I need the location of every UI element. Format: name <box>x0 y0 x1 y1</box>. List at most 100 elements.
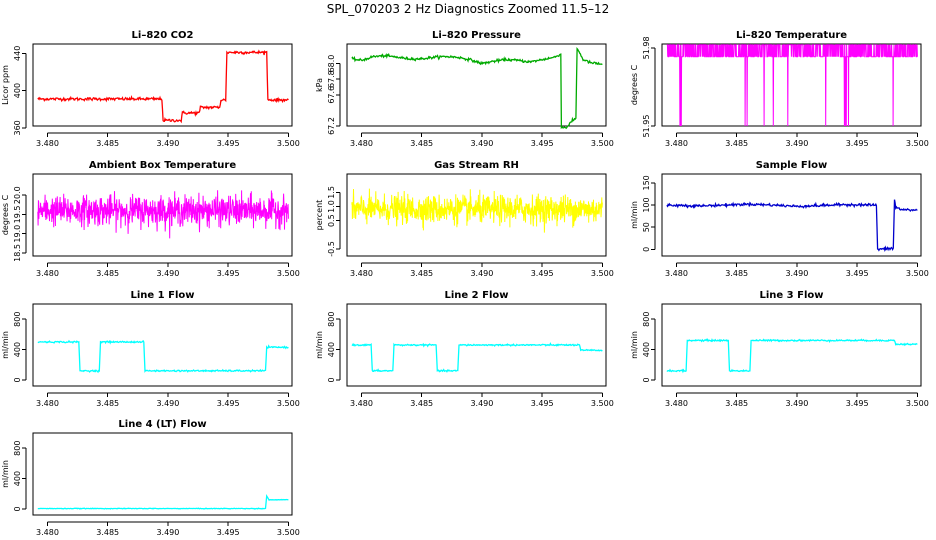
panel-box-temp: Ambient Box Temperature 3.480 3.485 3.490 3.… <box>1 160 300 278</box>
x-tick-label: 3.500 <box>591 399 614 408</box>
page-title: SPL_070203 2 Hz Diagnostics Zoomed 11.5–… <box>326 2 610 16</box>
y-axis-label: ml/min <box>630 201 639 229</box>
x-tick-label: 3.490 <box>785 269 808 278</box>
x-tick-label: 3.495 <box>531 399 554 408</box>
y-tick-label: 50 <box>642 222 651 232</box>
y-tick-label: 67.8 <box>327 70 336 88</box>
x-tick-label: 3.495 <box>846 399 869 408</box>
panel-title: Line 3 Flow <box>760 290 824 301</box>
x-tick-label: 3.485 <box>96 399 119 408</box>
x-tick-label: 3.480 <box>665 269 688 278</box>
x-tick-label: 3.490 <box>785 399 808 408</box>
y-tick-label: 400 <box>642 342 651 357</box>
x-tick-label: 3.495 <box>846 139 869 148</box>
y-tick-label: 400 <box>327 342 336 357</box>
plot-frame <box>661 173 922 257</box>
y-axis-label: ml/min <box>1 460 10 488</box>
y-axis-label: ml/min <box>1 331 10 359</box>
plot-frame <box>346 43 607 127</box>
x-tick-label: 3.500 <box>591 139 614 148</box>
panel-licor-temp: Li–820 Temperature 3.480 3.485 3.490 3.495 3.… <box>630 30 929 148</box>
x-tick-label: 3.485 <box>96 269 119 278</box>
x-tick-label: 3.495 <box>217 139 240 148</box>
y-tick-label: 68.0 <box>327 55 336 73</box>
x-tick-label: 3.485 <box>410 399 433 408</box>
y-tick-label: 51.95 <box>642 115 651 138</box>
y-tick-label: 400 <box>13 471 22 486</box>
panel-title: Li–820 Temperature <box>736 30 847 41</box>
x-tick-label: 3.500 <box>277 399 300 408</box>
y-axis-label: degrees C <box>1 194 10 235</box>
y-axis-label: Licor ppm <box>1 65 10 105</box>
x-tick-label: 3.485 <box>410 139 433 148</box>
x-tick-label: 3.485 <box>96 528 119 537</box>
x-tick-label: 3.480 <box>665 399 688 408</box>
panel-title: Li–820 Pressure <box>432 30 521 41</box>
y-tick-label: 18.5 <box>13 244 22 262</box>
y-tick-label: 67.2 <box>327 117 336 135</box>
y-tick-label: 0 <box>642 247 651 252</box>
y-tick-label: 19.5 <box>13 206 22 224</box>
plot-frame <box>346 173 607 257</box>
x-tick-label: 3.480 <box>36 528 59 537</box>
y-tick-label: 0 <box>327 377 336 382</box>
y-tick-label: 400 <box>13 342 22 357</box>
panel-line2-flow: Line 2 Flow 3.480 3.485 3.490 3.495 3.500 0 400… <box>315 290 614 408</box>
panel-title: Li–820 CO2 <box>132 30 194 41</box>
y-tick-label: 0 <box>13 377 22 382</box>
y-axis-label: degrees C <box>630 64 639 105</box>
x-tick-label: 3.480 <box>350 399 373 408</box>
panel-title: Line 1 Flow <box>131 290 195 301</box>
x-tick-label: 3.480 <box>665 139 688 148</box>
y-tick-label: 800 <box>327 312 336 327</box>
series-line <box>351 188 603 233</box>
y-tick-label: 360 <box>13 120 22 135</box>
y-tick-label: 0 <box>13 506 22 511</box>
y-tick-label: 67.6 <box>327 86 336 104</box>
x-tick-label: 3.490 <box>156 269 179 278</box>
y-tick-label: -0.5 <box>327 241 336 257</box>
series-line <box>37 493 289 510</box>
series-line <box>351 342 603 373</box>
plot-frame <box>32 173 293 257</box>
x-tick-label: 3.500 <box>277 139 300 148</box>
x-tick-label: 3.495 <box>846 269 869 278</box>
series-line <box>666 44 918 127</box>
panel-title: Line 4 (LT) Flow <box>118 419 206 430</box>
y-tick-label: 800 <box>13 441 22 456</box>
y-tick-label: 51.98 <box>642 36 651 59</box>
plot-frame <box>32 432 293 516</box>
x-tick-label: 3.490 <box>470 139 493 148</box>
panel-rh: Gas Stream RH 3.480 3.485 3.490 3.495 3.500 -0… <box>315 160 614 278</box>
x-tick-label: 3.495 <box>217 399 240 408</box>
series-line <box>666 338 918 374</box>
panel-line3-flow: Line 3 Flow 3.480 3.485 3.490 3.495 3.500 0 400… <box>630 290 929 408</box>
x-tick-label: 3.500 <box>906 399 929 408</box>
plot-frame <box>32 43 293 127</box>
x-tick-label: 3.485 <box>725 399 748 408</box>
y-tick-label: 19.0 <box>13 225 22 243</box>
panel-title: Line 2 Flow <box>445 290 509 301</box>
x-tick-label: 3.485 <box>725 269 748 278</box>
series-line <box>666 199 918 253</box>
series-line <box>37 339 289 374</box>
series-line <box>351 47 603 130</box>
y-tick-label: 150 <box>642 175 651 190</box>
y-tick-label: 100 <box>642 197 651 212</box>
x-tick-label: 3.495 <box>217 269 240 278</box>
x-tick-label: 3.490 <box>785 139 808 148</box>
panel-pressure: Li–820 Pressure 3.480 3.485 3.490 3.495 3.500… <box>315 30 614 148</box>
y-tick-label: 400 <box>13 83 22 98</box>
y-tick-label: 440 <box>13 46 22 61</box>
x-tick-label: 3.485 <box>410 269 433 278</box>
x-tick-label: 3.500 <box>591 269 614 278</box>
y-tick-label: 1.5 <box>327 186 336 199</box>
y-tick-label: 1.0 <box>327 200 336 213</box>
x-tick-label: 3.480 <box>350 139 373 148</box>
panel-sample-flow: Sample Flow 3.480 3.485 3.490 3.495 3.500 0 50 1… <box>630 160 929 278</box>
y-axis-label: kPa <box>315 78 324 92</box>
x-tick-label: 3.500 <box>906 139 929 148</box>
panel-line1-flow: Line 1 Flow 3.480 3.485 3.490 3.495 3.500 0 400… <box>1 290 300 408</box>
x-tick-label: 3.490 <box>156 139 179 148</box>
